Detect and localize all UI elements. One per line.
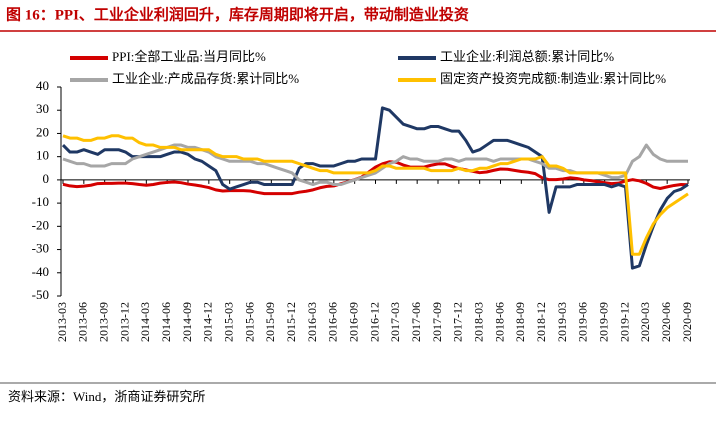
chart-title: 图 16：PPI、工业企业利润回升，库存周期即将开启，带动制造业投资 xyxy=(6,5,469,23)
source-note: 资料来源：Wind，浙商证券研究所 xyxy=(8,389,205,404)
legend-label: 工业企业:产成品存货:累计同比% xyxy=(112,71,299,86)
x-tick-label: 2013-03 xyxy=(55,302,69,342)
x-tick-label: 2018-03 xyxy=(471,302,485,342)
legend-label: PPI:全部工业品:当月同比% xyxy=(112,49,266,64)
y-tick-label: 10 xyxy=(36,148,49,163)
legend-label: 固定资产投资完成额:制造业:累计同比% xyxy=(440,71,666,86)
x-tick-label: 2014-06 xyxy=(159,302,173,342)
y-tick-label: -50 xyxy=(32,287,49,302)
y-tick-label: 0 xyxy=(43,171,50,186)
x-tick-label: 2016-06 xyxy=(326,302,340,342)
y-tick-label: -30 xyxy=(32,241,49,256)
x-tick-label: 2014-09 xyxy=(180,302,194,342)
y-tick-label: 40 xyxy=(36,78,49,93)
y-tick-label: 30 xyxy=(36,101,49,116)
x-tick-label: 2020-09 xyxy=(680,302,694,342)
series-line xyxy=(62,160,689,196)
x-tick-label: 2014-12 xyxy=(201,302,215,342)
x-tick-label: 2016-12 xyxy=(367,302,381,342)
x-tick-label: 2018-06 xyxy=(492,302,506,342)
x-tick-label: 2016-09 xyxy=(346,302,360,342)
x-tick-label: 2018-09 xyxy=(513,302,527,342)
x-tick-label: 2017-06 xyxy=(409,302,423,342)
x-tick-label: 2018-12 xyxy=(534,302,548,342)
x-tick-label: 2015-12 xyxy=(284,302,298,342)
x-tick-label: 2015-03 xyxy=(221,302,235,342)
x-tick-label: 2015-09 xyxy=(263,302,277,342)
series-line xyxy=(61,106,689,270)
y-tick-label: -40 xyxy=(32,264,49,279)
x-tick-label: 2015-06 xyxy=(242,302,256,342)
x-tick-label: 2013-06 xyxy=(76,302,90,342)
y-tick-label: 20 xyxy=(36,124,49,139)
x-tick-label: 2019-03 xyxy=(555,302,569,342)
x-tick-label: 2013-12 xyxy=(117,302,131,342)
series-line xyxy=(62,134,689,256)
x-tick-label: 2013-09 xyxy=(96,302,110,342)
x-tick-label: 2019-12 xyxy=(617,302,631,342)
y-tick-label: -20 xyxy=(32,217,49,232)
x-tick-label: 2017-12 xyxy=(451,302,465,342)
x-tick-label: 2020-06 xyxy=(659,302,673,342)
x-tick-label: 2017-03 xyxy=(388,302,402,342)
y-tick-label: -10 xyxy=(32,194,49,209)
legend-label: 工业企业:利润总额:累计同比% xyxy=(440,49,614,64)
x-tick-label: 2017-09 xyxy=(430,302,444,342)
x-tick-label: 2020-03 xyxy=(638,302,652,342)
x-tick-label: 2016-03 xyxy=(305,302,319,342)
x-tick-label: 2019-06 xyxy=(576,302,590,342)
x-tick-label: 2019-09 xyxy=(596,302,610,342)
x-tick-label: 2014-03 xyxy=(138,302,152,342)
